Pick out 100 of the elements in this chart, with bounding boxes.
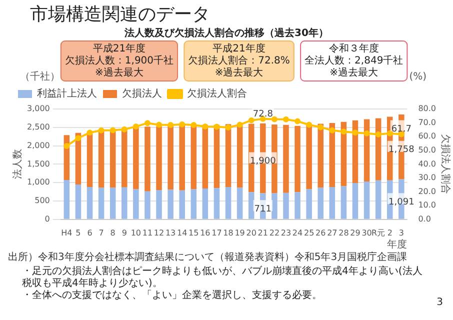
x-axis-title: 年度	[387, 238, 408, 251]
y2-axis-title: 欠損法人割合	[439, 134, 452, 194]
point	[294, 118, 301, 124]
bar	[133, 126, 139, 190]
point	[190, 122, 197, 128]
x-tick-label: 27	[327, 228, 338, 238]
point	[364, 130, 370, 136]
bar	[156, 190, 162, 219]
x-tick-label: 19	[234, 228, 245, 238]
data-label: 72.8	[252, 109, 274, 120]
bar	[352, 182, 358, 219]
y2-tick-label: 10.0	[418, 200, 436, 210]
text: ※過去最大	[330, 66, 378, 79]
x-tick-label: 9	[122, 228, 127, 238]
x-tick-label: 28	[338, 228, 349, 238]
chart-subtitle: 法人数及び欠損法人割合の推移（過去30年）	[124, 26, 330, 39]
bar	[190, 125, 197, 190]
x-tick-label: 6	[87, 228, 92, 238]
y-tick-label: 500	[34, 196, 50, 206]
bar	[179, 190, 185, 219]
x-tick-label: 8	[110, 228, 116, 238]
x-tick-label: 25	[304, 228, 314, 238]
x-tick-label: 24	[292, 228, 303, 238]
bar	[294, 192, 300, 219]
point	[179, 121, 186, 128]
legend-label: 欠損法人割合	[187, 88, 247, 100]
bar	[202, 188, 208, 219]
point	[306, 122, 312, 128]
point	[156, 122, 162, 128]
point	[75, 135, 82, 142]
point	[86, 130, 93, 136]
x-tick-label: 17	[212, 228, 222, 238]
point	[282, 116, 289, 122]
x-tick-label: 29	[350, 228, 360, 238]
bar	[283, 124, 289, 193]
x-tick-label: 21	[258, 228, 268, 238]
point	[98, 127, 104, 134]
bar	[318, 188, 324, 219]
point	[110, 127, 116, 134]
x-tick-label: 3	[398, 228, 404, 238]
point	[386, 130, 393, 136]
bar	[283, 192, 289, 219]
bar	[306, 124, 312, 190]
data-label: 61.7	[391, 124, 412, 135]
bar	[375, 118, 382, 180]
bar	[168, 190, 174, 219]
point	[248, 117, 254, 124]
chart-title: 市場構造関連のデータ	[29, 3, 211, 26]
point	[168, 122, 174, 128]
text: 平成21年度	[92, 42, 146, 55]
text: （千社）	[20, 70, 60, 83]
bar	[214, 188, 220, 219]
bar	[306, 189, 312, 219]
x-tick-label: H4	[61, 228, 72, 238]
point	[329, 127, 336, 134]
x-tick-label: R元	[372, 228, 386, 238]
y-tick-label: 3,000	[26, 104, 50, 114]
bar	[179, 125, 185, 190]
bar	[75, 132, 82, 184]
x-tick-label: 5	[76, 228, 81, 238]
point	[225, 124, 232, 130]
point	[64, 142, 70, 149]
bar	[98, 188, 104, 219]
y2-tick-label: 30.0	[418, 173, 436, 182]
bar	[225, 187, 232, 219]
data-label: 711	[254, 204, 272, 214]
data-label: 1,758	[388, 145, 415, 156]
point	[202, 124, 208, 130]
text: 3	[436, 297, 443, 308]
bar	[144, 126, 150, 192]
x-tick-label: 22	[269, 228, 280, 238]
point	[144, 120, 150, 126]
point	[271, 116, 278, 122]
bar	[133, 189, 139, 219]
bar	[86, 187, 93, 219]
y2-tick-label: 40.0	[418, 159, 436, 168]
bar	[318, 124, 324, 188]
bar	[168, 125, 174, 190]
bar	[329, 122, 336, 188]
legend-label: 欠損法人	[122, 88, 162, 100]
point	[132, 124, 139, 130]
bar	[375, 180, 382, 219]
x-tick-label: 14	[177, 228, 188, 238]
bar	[364, 119, 370, 182]
x-tick-label: 16	[200, 228, 210, 238]
text: ・足元の欠損法人割合はピーク時よりも低いが、バブル崩壊直後の平成4年より高い(法人税収も平成4年時より少ない)。	[21, 266, 424, 290]
y2-tick-label: 0.0	[418, 214, 431, 224]
point	[375, 131, 382, 138]
bar	[364, 181, 370, 219]
text: 令和３年度	[328, 42, 379, 55]
x-tick-label: 20	[246, 228, 256, 238]
point	[352, 130, 358, 136]
bar	[236, 124, 243, 188]
point	[340, 128, 347, 135]
text: (%)	[409, 72, 427, 83]
text: 欠損法人割合：72.8%	[188, 54, 290, 67]
text: ※過去最大	[214, 66, 264, 79]
bar	[156, 126, 162, 190]
x-tick-label: 15	[188, 228, 199, 238]
bar	[75, 184, 82, 219]
